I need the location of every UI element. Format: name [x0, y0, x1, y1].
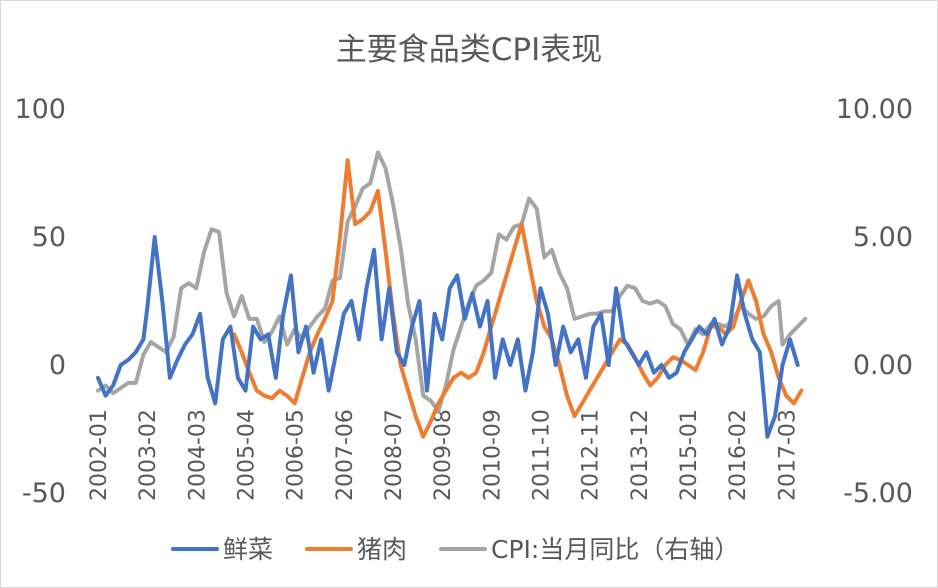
chart-title: 主要食品类CPI表现 — [336, 32, 602, 68]
y-left-tick-label: -50 — [22, 478, 66, 509]
legend-item-cpi: CPI:当月同比（右轴） — [439, 535, 739, 564]
y-right-tick-label: 5.00 — [853, 222, 913, 253]
x-tick-label: 2003-02 — [136, 409, 161, 501]
legend-label: 鲜菜 — [223, 535, 273, 564]
x-tick-label: 2015-01 — [677, 409, 702, 501]
legend-item-pork: 猪肉 — [305, 535, 407, 564]
y-right-tick-label: 10.00 — [836, 94, 913, 125]
x-tick-label: 2008-07 — [382, 409, 407, 501]
y-right-tick-label: -5.00 — [843, 478, 913, 509]
y-left-tick-label: 0 — [49, 350, 66, 381]
x-tick-label: 2016-02 — [726, 409, 751, 501]
legend-item-vegetables: 鲜菜 — [171, 535, 273, 564]
vegetables-series-line — [96, 235, 800, 439]
x-tick-label: 2004-03 — [185, 409, 210, 501]
x-tick-label: 2007-06 — [333, 409, 358, 501]
legend-label: CPI:当月同比（右轴） — [491, 535, 739, 564]
y-axis-left: 100 50 0 -50 — [14, 94, 66, 509]
x-tick-label: 2009-08 — [431, 409, 456, 501]
x-tick-label: 2017-03 — [775, 409, 800, 501]
x-tick-label: 2013-12 — [628, 409, 653, 501]
legend: 鲜菜 猪肉 CPI:当月同比（右轴） — [171, 535, 739, 564]
x-tick-label: 2002-01 — [87, 409, 112, 501]
x-tick-label: 2005-04 — [234, 409, 259, 501]
x-tick-label: 2010-09 — [480, 409, 505, 501]
pork-series-line — [232, 158, 804, 439]
series-layer — [96, 150, 808, 439]
y-right-tick-label: 0.00 — [853, 350, 913, 381]
x-tick-label: 2011-10 — [529, 409, 554, 501]
y-left-tick-label: 100 — [14, 94, 66, 125]
y-left-tick-label: 50 — [32, 222, 66, 253]
x-axis: 2002-01 2003-02 2004-03 2005-04 2006-05 2007-… — [87, 409, 800, 501]
x-tick-label: 2012-11 — [579, 409, 604, 501]
legend-label: 猪肉 — [357, 535, 407, 564]
y-axis-right: 10.00 5.00 0.00 -5.00 — [836, 94, 913, 509]
x-tick-label: 2006-05 — [284, 409, 309, 501]
